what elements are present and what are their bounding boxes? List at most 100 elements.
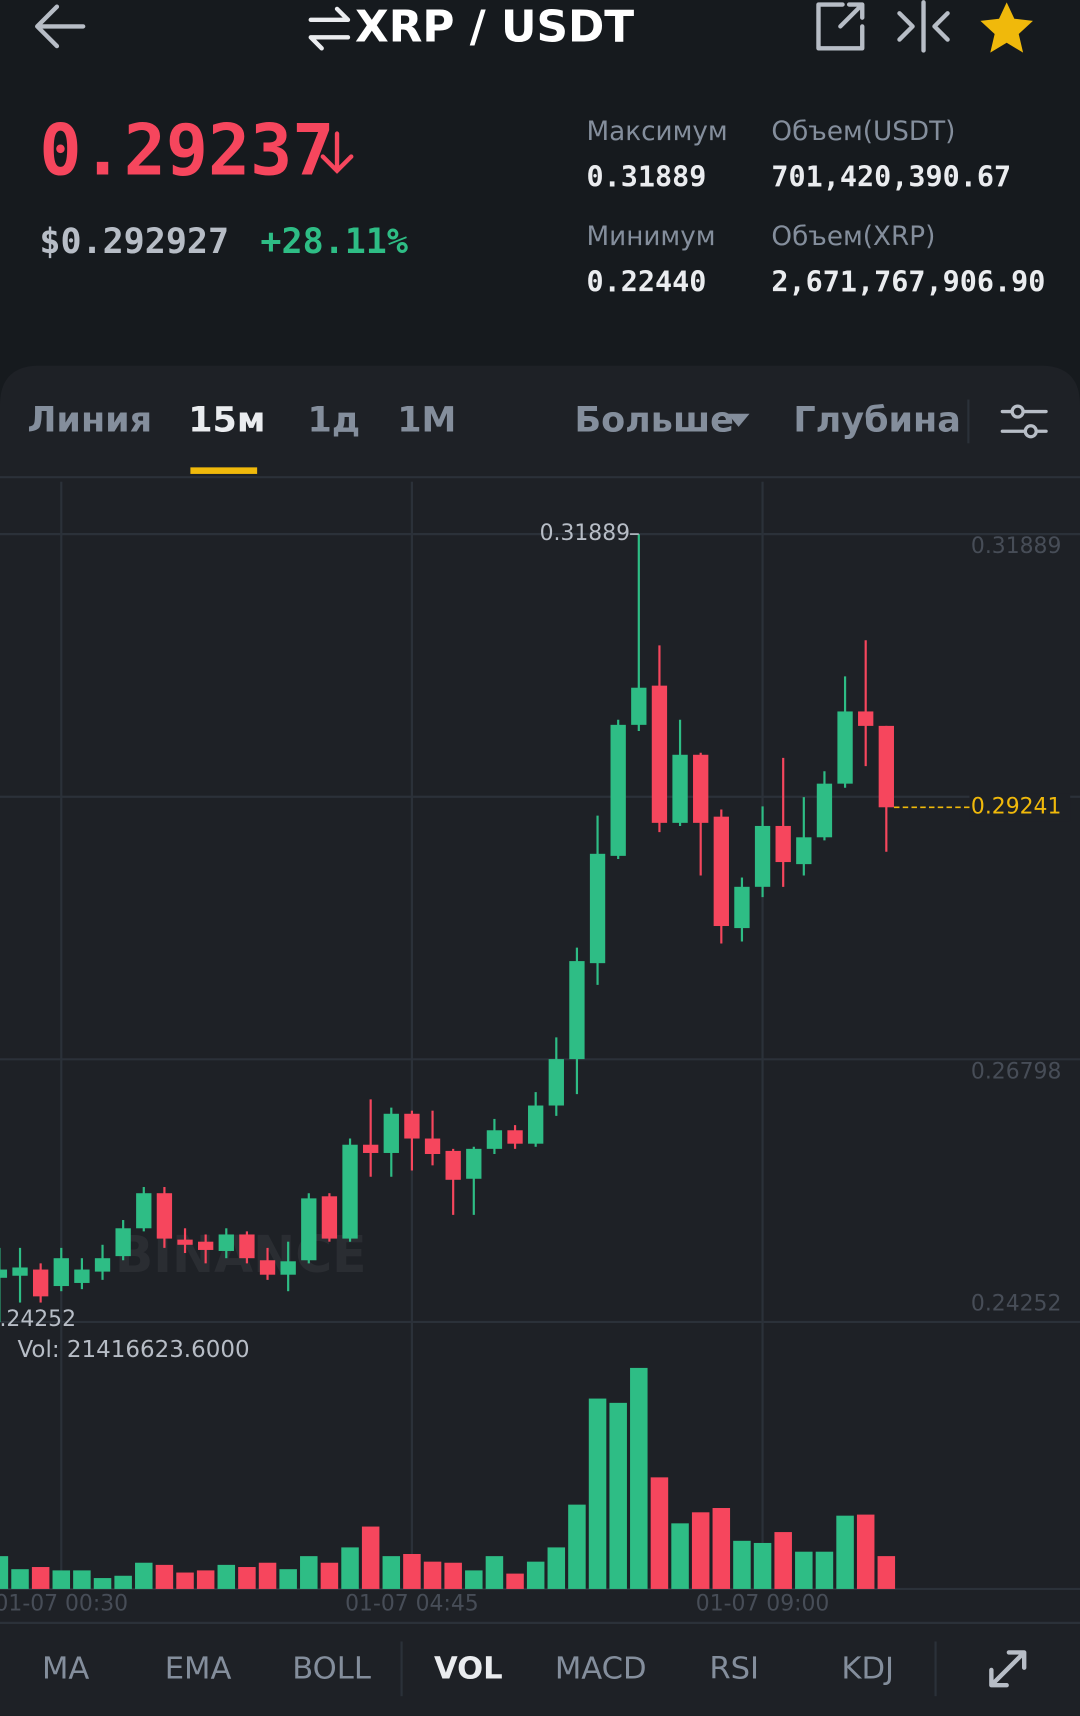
x-tick-label: 01-07 04:45 — [345, 1591, 479, 1616]
candle-body — [734, 886, 750, 929]
volume-bar — [155, 1564, 174, 1589]
candle-body — [775, 825, 791, 863]
volume-bar — [52, 1570, 71, 1589]
volume-bar — [650, 1477, 669, 1589]
candle-body — [837, 711, 853, 784]
chart: BINANCE0.318890.293430.267980.2425201-07… — [0, 481, 1080, 1616]
candle-body — [198, 1241, 214, 1250]
volume-bar — [712, 1508, 731, 1589]
compare-icon[interactable] — [897, 0, 950, 53]
x-tick-label: 01-07 00:30 — [0, 1591, 128, 1616]
indicator-tab[interactable]: MACD — [555, 1651, 647, 1686]
stat-value: 0.31889 — [587, 160, 707, 193]
tab[interactable]: 1М — [397, 400, 456, 440]
indicator-tab[interactable]: VOL — [434, 1651, 503, 1686]
tab-bar: Линия 15м 1д 1М Больше Глубина — [27, 400, 961, 474]
volume-bar — [733, 1540, 751, 1589]
volume-bar — [73, 1570, 91, 1589]
dropdown-caret[interactable] — [727, 413, 750, 427]
stat-label: Объем(USDT) — [771, 117, 955, 147]
candle-body — [528, 1105, 544, 1144]
volume-bar — [877, 1556, 896, 1589]
volume-bar — [361, 1526, 380, 1589]
candle-body — [631, 687, 647, 725]
candle-body — [796, 837, 812, 865]
max-label: 0.31889 — [540, 521, 630, 546]
volume-bar — [630, 1367, 648, 1589]
last-price: 0.29237 — [39, 110, 334, 192]
candle-body — [12, 1267, 28, 1276]
volume-bar — [93, 1578, 112, 1589]
volume-bar — [444, 1562, 462, 1589]
candle-body — [548, 1059, 564, 1106]
candle-body — [0, 1269, 8, 1278]
stat-label: Минимум — [587, 222, 716, 252]
tab[interactable]: Больше — [574, 400, 733, 440]
last-price-bg — [969, 793, 1071, 822]
volume-bar — [671, 1523, 689, 1589]
volume-bar — [547, 1547, 566, 1589]
min-label: 0.24252 — [0, 1307, 76, 1332]
candle-body — [424, 1138, 441, 1155]
tab-underline — [190, 467, 258, 474]
settings-icon[interactable] — [1000, 404, 1048, 439]
tab[interactable]: Линия — [27, 400, 152, 440]
volume-bar — [217, 1564, 236, 1589]
tab[interactable]: 15м — [188, 400, 265, 440]
candle-body — [466, 1148, 482, 1179]
volume-bar — [485, 1556, 504, 1589]
candle-body — [32, 1269, 49, 1297]
indicator-tab[interactable]: BOLL — [292, 1651, 371, 1686]
indicator-tab[interactable]: RSI — [709, 1651, 759, 1686]
volume-bar — [526, 1561, 545, 1589]
candle-body — [321, 1196, 338, 1239]
candle-body — [136, 1193, 152, 1229]
volume-bar — [423, 1561, 442, 1589]
volume-bar — [691, 1512, 710, 1589]
indicator-tab[interactable]: MA — [42, 1651, 89, 1686]
tab[interactable]: 1д — [307, 400, 360, 440]
volume-bar — [774, 1532, 792, 1589]
volume-bar — [465, 1570, 483, 1589]
candle-body — [404, 1113, 420, 1139]
indicator-tab[interactable]: EMA — [165, 1651, 232, 1686]
volume-bar — [320, 1562, 339, 1589]
candle-body — [383, 1113, 399, 1153]
share-icon[interactable] — [816, 2, 865, 51]
indicator-tab[interactable]: KDJ — [841, 1651, 894, 1686]
pair-title: XRP / USDT — [355, 2, 634, 53]
candle-body — [445, 1150, 461, 1180]
candle-body — [280, 1261, 296, 1275]
volume-bar — [196, 1570, 215, 1589]
volume-bar — [382, 1556, 401, 1589]
candle-body — [177, 1239, 193, 1245]
x-tick-label: 01-07 09:00 — [696, 1591, 830, 1616]
stat-value: 701,420,390.67 — [771, 160, 1011, 193]
y-tick-label: 0.31889 — [971, 534, 1061, 559]
candle-body — [858, 711, 874, 726]
stat-label: Максимум — [587, 117, 728, 147]
swap-icon[interactable] — [308, 6, 351, 51]
candle-body — [94, 1258, 111, 1272]
candle-body — [239, 1234, 255, 1259]
usd-price: $0.292927 — [39, 222, 229, 262]
candle-body — [115, 1228, 131, 1257]
fullscreen-icon[interactable] — [989, 1650, 1027, 1688]
candle-body — [816, 783, 833, 838]
volume-bar — [403, 1553, 421, 1589]
tab[interactable]: Глубина — [793, 400, 961, 440]
candle-body — [507, 1130, 523, 1144]
candle-body — [342, 1144, 358, 1239]
volume-bar — [176, 1572, 194, 1589]
favorite-star[interactable] — [980, 2, 1033, 53]
volume-bar — [135, 1562, 153, 1589]
volume-bar — [588, 1398, 607, 1589]
volume-bar — [568, 1504, 586, 1589]
back-button[interactable] — [35, 4, 86, 49]
chart-panel — [0, 365, 1080, 1716]
indicator-bar: MA EMA BOLL VOL MACD RSI KDJ — [42, 1651, 894, 1686]
volume-bar — [279, 1569, 297, 1589]
candle-body — [754, 825, 771, 887]
volume-bar — [11, 1569, 29, 1589]
